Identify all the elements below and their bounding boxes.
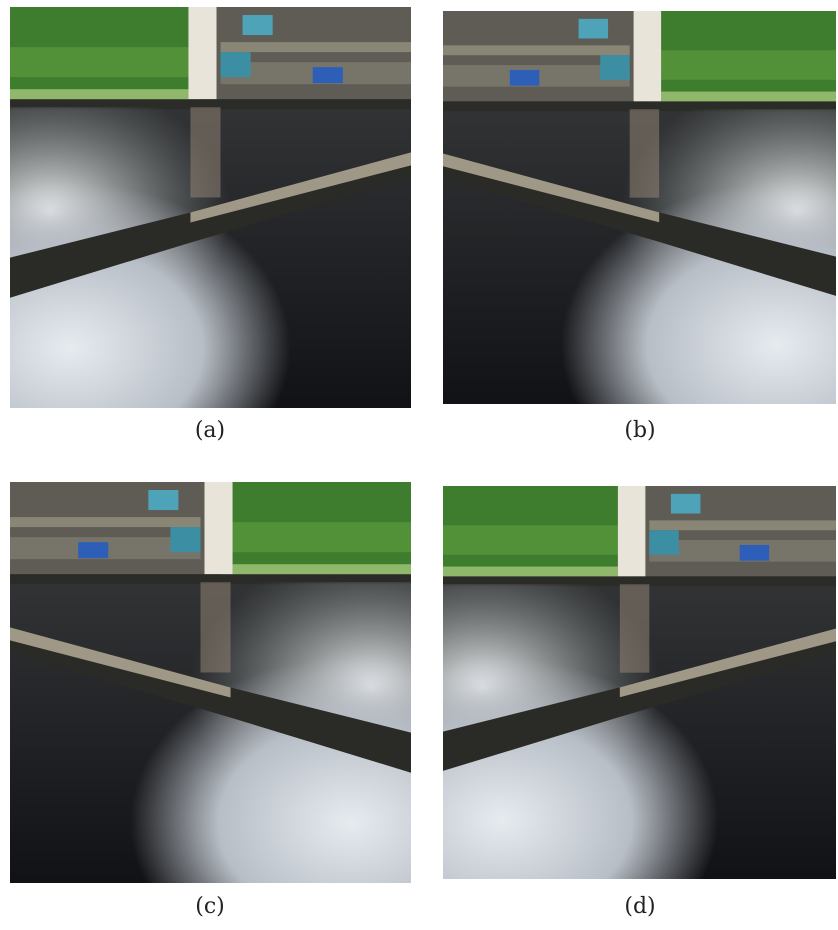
caption: (b) [624,418,655,443]
photo [10,7,411,408]
figure: (a) (b) (c) (d) [0,0,838,926]
panel-a: (a) [10,7,411,443]
photo [10,482,411,883]
panel-b: (b) [443,11,836,443]
panel-d: (d) [443,486,836,919]
photo [443,486,836,879]
photo [443,11,836,404]
caption: (a) [195,418,225,443]
caption: (d) [624,894,655,919]
caption: (c) [195,894,225,919]
panel-c: (c) [10,482,411,919]
